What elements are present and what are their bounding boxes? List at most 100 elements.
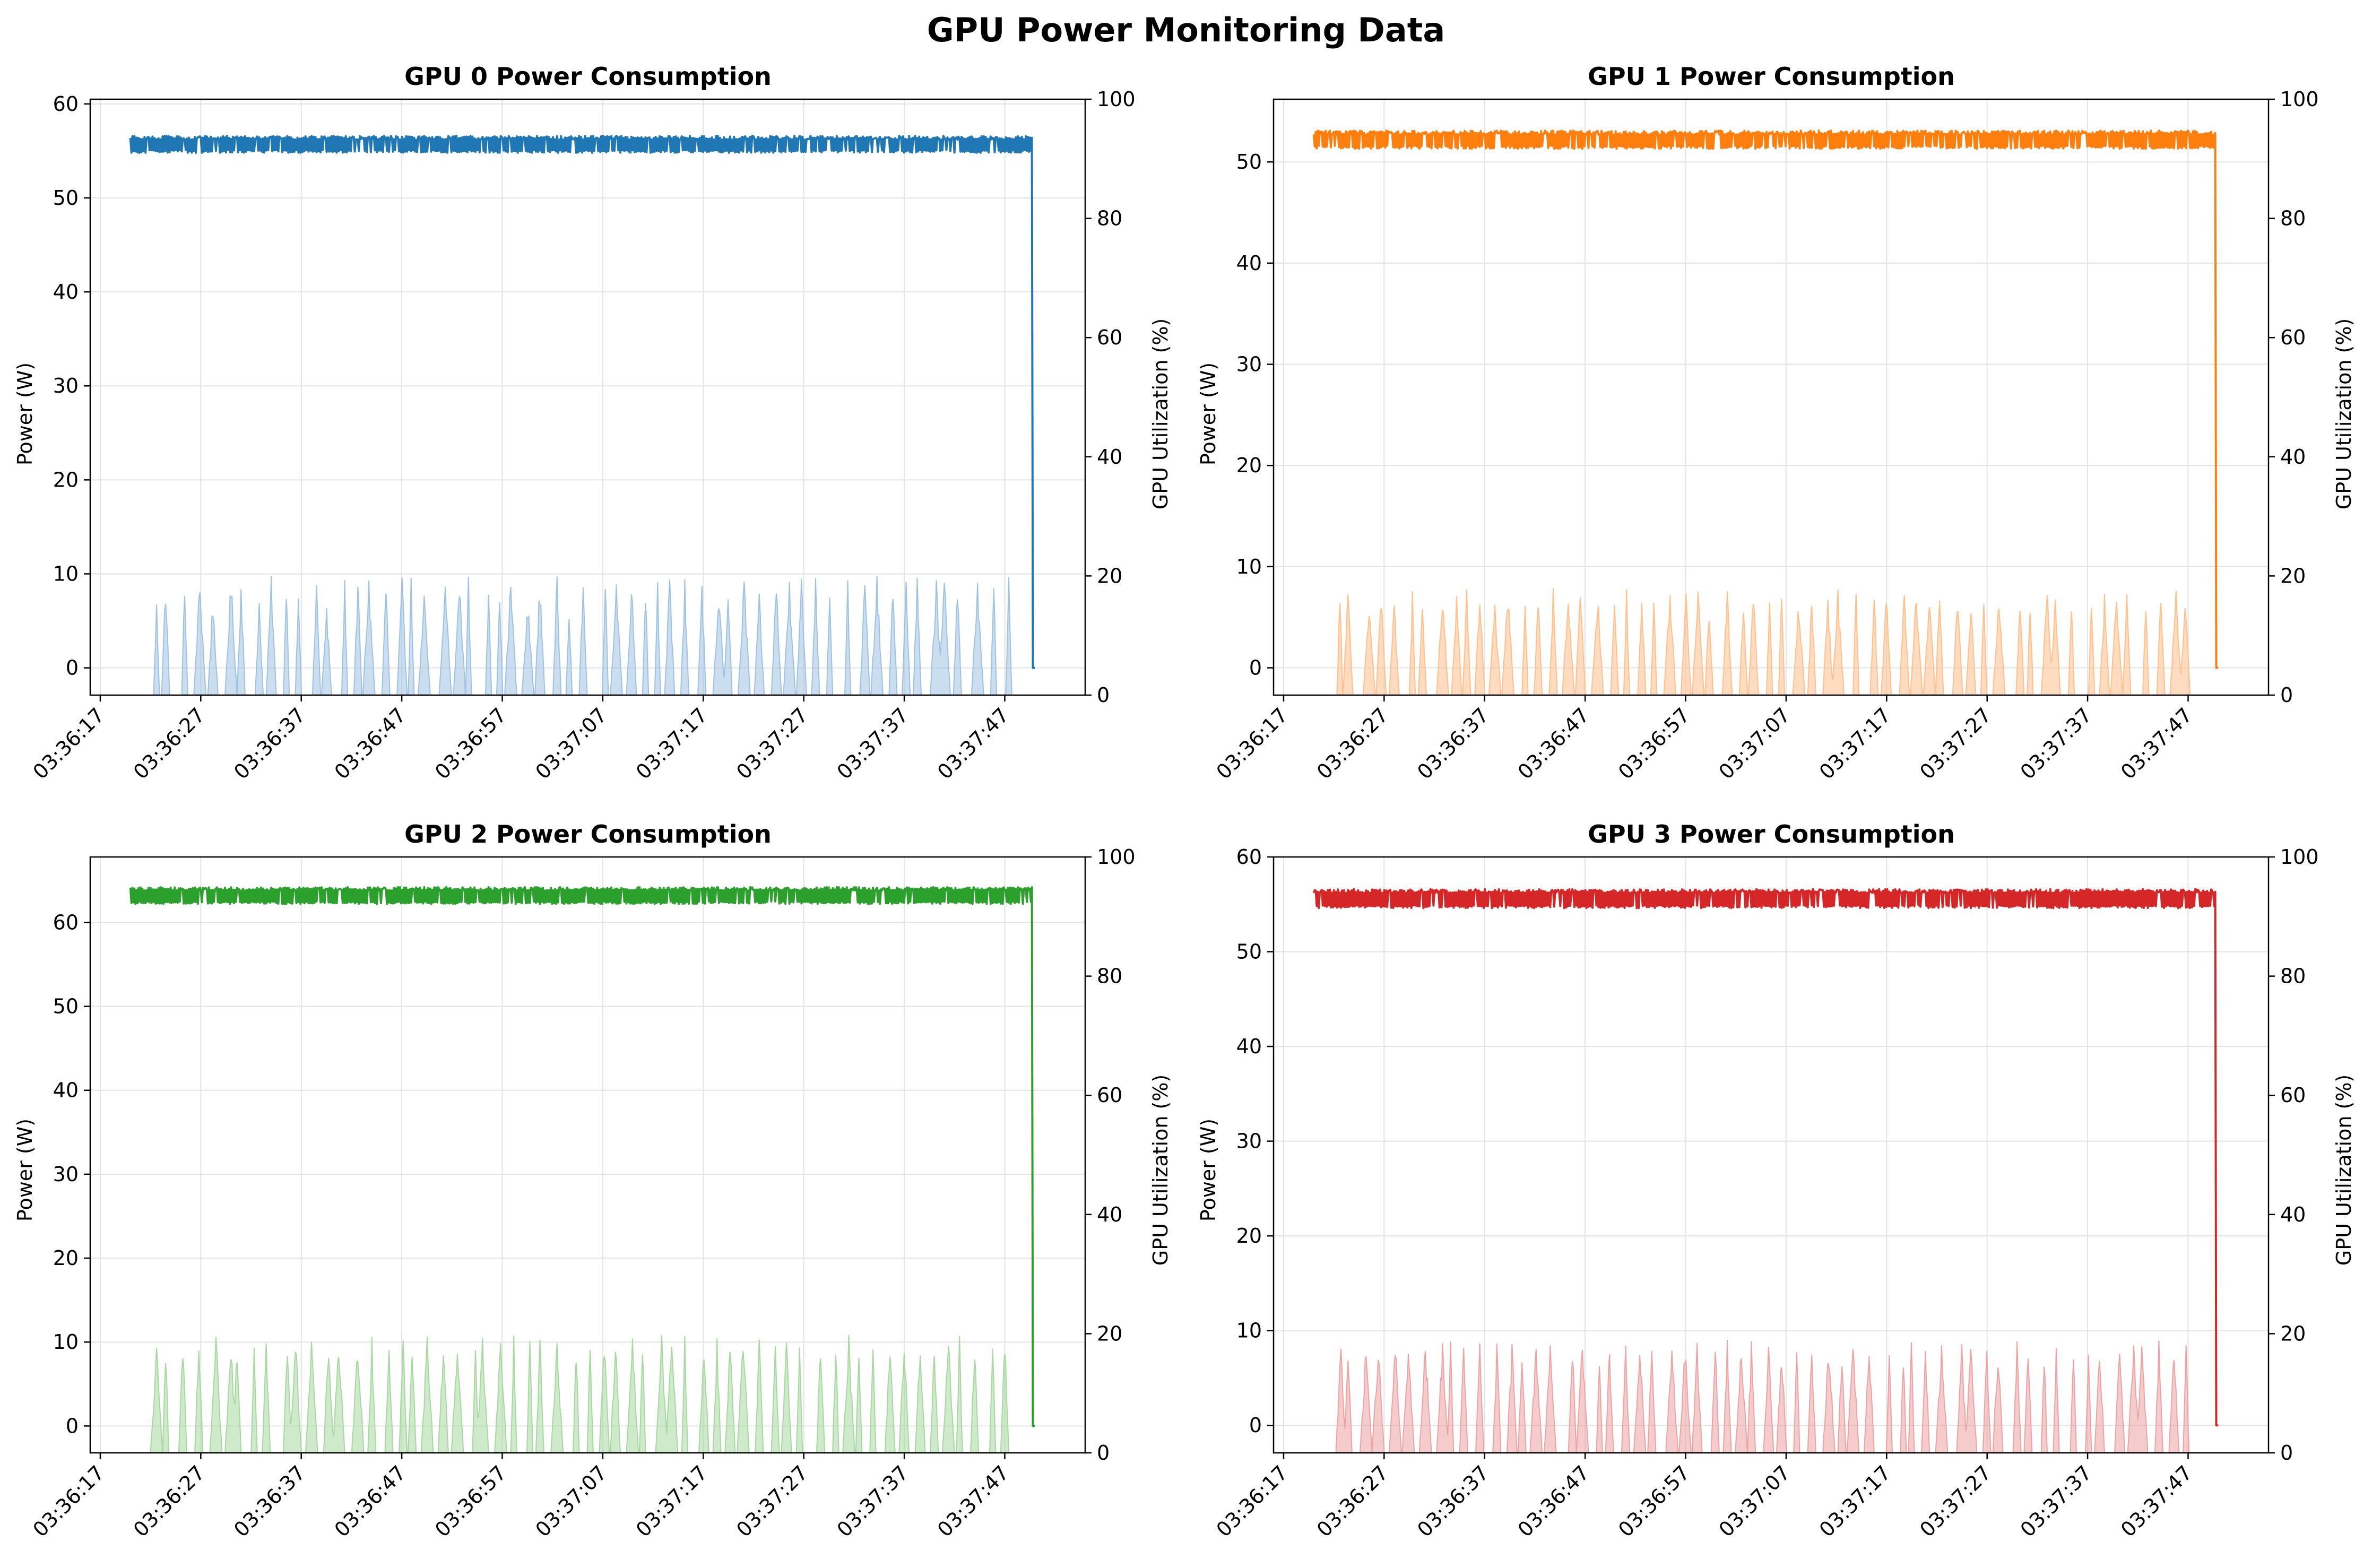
y2-axis-label: GPU Utilization (%)	[1149, 318, 1172, 510]
y2-tick-label: 80	[1097, 965, 1122, 988]
y2-tick-label: 60	[2280, 1084, 2306, 1107]
y-axis-label: Power (W)	[1197, 362, 1220, 465]
util-series-area	[1313, 588, 2219, 696]
x-tick-label: 03:36:57	[1614, 1461, 1694, 1541]
axes-frame	[1272, 98, 2270, 696]
power-series-line	[129, 135, 1035, 669]
y2-tick-label: 80	[2280, 965, 2306, 988]
panel-title: GPU 3 Power Consumption	[1588, 820, 1955, 848]
x-tick-label: 03:36:17	[29, 1461, 109, 1541]
y-tick-label: 40	[1236, 1035, 1262, 1058]
y2-axis-label: GPU Utilization (%)	[1149, 1075, 1172, 1266]
y2-tick-label: 0	[1097, 683, 1110, 707]
y2-tick-label: 20	[2280, 564, 2306, 587]
x-tick-label: 03:36:47	[330, 703, 411, 784]
x-tick-label: 03:37:27	[1915, 703, 1996, 784]
y2-tick-label: 40	[2280, 445, 2306, 469]
y2-tick-label: 100	[2280, 845, 2319, 869]
x-tick-label: 03:36:37	[1413, 703, 1493, 784]
x-tick-label: 03:37:17	[631, 703, 712, 784]
x-tick-label: 03:36:47	[1513, 703, 1594, 784]
y-tick-label: 30	[1236, 1130, 1262, 1153]
x-tick-label: 03:36:17	[1212, 703, 1293, 784]
x-tick-label: 03:36:47	[330, 1461, 411, 1541]
y-axis-label: Power (W)	[13, 362, 37, 465]
y2-tick-label: 0	[2280, 683, 2293, 707]
power-series-line	[129, 886, 1035, 1427]
y2-tick-label: 40	[1097, 1203, 1122, 1226]
x-tick-label: 03:36:37	[1413, 1461, 1493, 1541]
y2-tick-label: 20	[1097, 564, 1122, 587]
y-tick-label: 20	[1236, 454, 1262, 477]
y-tick-label: 10	[1236, 1319, 1262, 1342]
y-tick-label: 20	[1236, 1224, 1262, 1248]
y-tick-label: 0	[66, 1414, 79, 1437]
util-series-area	[130, 576, 1035, 696]
x-tick-label: 03:37:27	[1915, 1461, 1996, 1541]
y-tick-label: 40	[53, 280, 79, 304]
y2-tick-label: 80	[2280, 207, 2306, 230]
y2-tick-label: 0	[2280, 1441, 2293, 1465]
y2-tick-label: 60	[2280, 326, 2306, 349]
util-series-area	[1313, 1340, 2219, 1453]
y2-axis-label: GPU Utilization (%)	[2332, 318, 2356, 510]
y2-tick-label: 60	[1097, 1084, 1122, 1107]
y2-tick-label: 20	[1097, 1322, 1122, 1345]
y2-axis-label: GPU Utilization (%)	[2332, 1075, 2356, 1266]
x-tick-label: 03:37:37	[833, 703, 913, 784]
y-axis-label: Power (W)	[1197, 1119, 1220, 1222]
x-tick-label: 03:37:47	[933, 703, 1014, 784]
y-tick-label: 0	[1249, 656, 1262, 680]
power-series-line	[1312, 888, 2219, 1427]
x-tick-label: 03:37:17	[1815, 1461, 1895, 1541]
y2-tick-label: 100	[1097, 845, 1136, 869]
y-tick-label: 50	[53, 995, 79, 1018]
x-tick-label: 03:37:27	[732, 703, 812, 784]
y-tick-label: 10	[53, 562, 79, 586]
x-tick-label: 03:37:47	[2116, 703, 2197, 784]
y-tick-label: 10	[1236, 555, 1262, 578]
y2-tick-label: 100	[1097, 88, 1136, 111]
y2-tick-label: 40	[2280, 1203, 2306, 1226]
panel-gpu0: GPU 0 Power Consumption Power (W) GPU Ut…	[13, 62, 1172, 784]
y2-tick-label: 80	[1097, 207, 1122, 230]
axes-frame	[1272, 856, 2270, 1454]
panel-gpu3: GPU 3 Power Consumption Power (W) GPU Ut…	[1197, 820, 2356, 1541]
x-tick-label: 03:37:47	[2116, 1461, 2197, 1541]
x-tick-label: 03:37:17	[631, 1461, 712, 1541]
y-tick-label: 50	[1236, 940, 1262, 964]
axes-frame	[89, 856, 1086, 1454]
x-tick-label: 03:37:27	[732, 1461, 812, 1541]
x-tick-label: 03:37:07	[531, 703, 611, 784]
power-series-line	[1312, 129, 2219, 669]
y2-tick-label: 60	[1097, 326, 1122, 349]
y-tick-label: 10	[53, 1330, 79, 1354]
y-tick-label: 60	[53, 92, 79, 116]
x-tick-label: 03:37:07	[1714, 1461, 1795, 1541]
y2-tick-label: 100	[2280, 88, 2319, 111]
x-tick-label: 03:37:07	[531, 1461, 611, 1541]
x-tick-label: 03:36:57	[1614, 703, 1694, 784]
x-tick-label: 03:36:27	[129, 703, 210, 784]
y-tick-label: 30	[53, 374, 79, 397]
x-tick-label: 03:36:57	[430, 1461, 511, 1541]
y2-tick-label: 20	[2280, 1322, 2306, 1345]
panel-gpu2: GPU 2 Power Consumption Power (W) GPU Ut…	[13, 820, 1172, 1541]
x-tick-label: 03:36:27	[1312, 703, 1393, 784]
x-tick-label: 03:37:47	[933, 1461, 1014, 1541]
y-tick-label: 20	[53, 1246, 79, 1270]
x-tick-label: 03:36:27	[1312, 1461, 1393, 1541]
y-tick-label: 0	[66, 656, 79, 680]
y2-tick-label: 40	[1097, 445, 1122, 469]
y-tick-label: 40	[53, 1079, 79, 1102]
axes-frame	[89, 98, 1086, 696]
util-series-area	[130, 1335, 1035, 1453]
x-tick-label: 03:36:17	[29, 703, 109, 784]
x-tick-label: 03:37:37	[833, 1461, 913, 1541]
panel-gpu1: GPU 1 Power Consumption Power (W) GPU Ut…	[1197, 62, 2356, 784]
x-tick-label: 03:37:37	[2016, 703, 2097, 784]
y-tick-label: 60	[53, 911, 79, 934]
y-tick-label: 30	[1236, 353, 1262, 376]
x-tick-label: 03:36:37	[229, 703, 310, 784]
x-tick-label: 03:37:17	[1815, 703, 1895, 784]
